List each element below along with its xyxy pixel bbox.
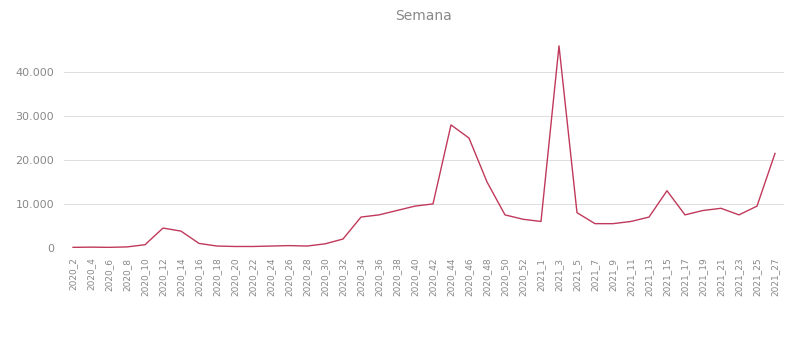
Title: Semana: Semana: [396, 9, 452, 23]
